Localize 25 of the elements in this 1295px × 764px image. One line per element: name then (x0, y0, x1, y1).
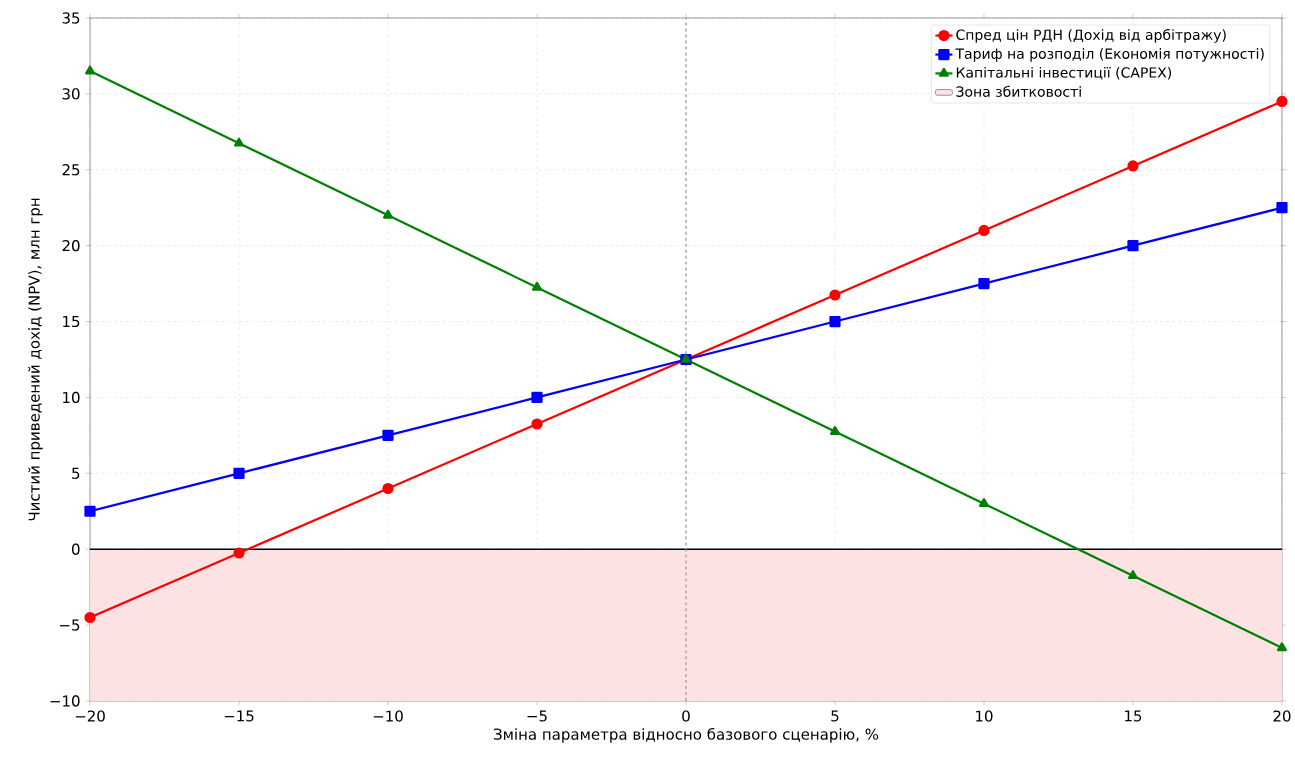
legend-label: Тариф на розподіл (Економія потужності) (955, 48, 1264, 62)
x-tick-label: −10 (373, 710, 403, 722)
y-tick-label: 0 (72, 543, 80, 555)
x-tick-label: −5 (527, 710, 547, 722)
legend-label: Зона збитковості (956, 85, 1081, 97)
y-tick-label: −5 (60, 619, 80, 631)
y-tick-label: 25 (62, 164, 80, 176)
x-tick-label: 5 (831, 710, 839, 722)
x-axis-title: Зміна параметра відносно базового сценарію, % (494, 727, 879, 743)
y-tick-label: 20 (62, 239, 80, 252)
x-tick-label: −15 (224, 710, 254, 722)
legend-label: Спред цін РДН (Дохід від арбітражу) (956, 28, 1226, 43)
y-tick-label: 30 (62, 88, 80, 100)
x-tick-label: 0 (682, 710, 690, 722)
y-tick-label: 5 (72, 467, 80, 479)
y-axis-title: Чистий приведений дохід (NPV), млн грн (28, 198, 43, 521)
y-tick-label: 35 (62, 12, 80, 24)
x-tick-label: −20 (75, 710, 105, 722)
y-tick-label: −10 (50, 695, 80, 707)
y-tick-label: 10 (63, 391, 80, 404)
y-tick-label: 15 (63, 315, 80, 328)
x-tick-label: 10 (976, 710, 993, 722)
x-tick-label: 15 (1125, 710, 1142, 722)
legend-label: Капітальні інвестиції (CAPEX) (956, 66, 1172, 80)
x-tick-label: 20 (1273, 710, 1291, 722)
